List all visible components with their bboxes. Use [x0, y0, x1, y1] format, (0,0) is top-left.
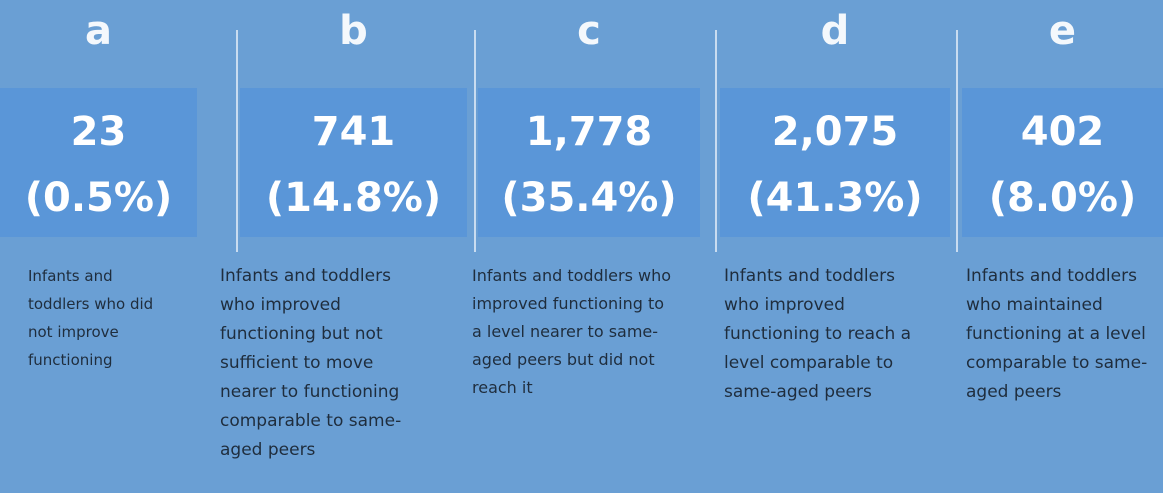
description: Infants and toddlers who improved functi…: [220, 266, 402, 460]
stat-box: 23 (0.5%): [0, 88, 197, 237]
stat-box: 1,778 (35.4%): [478, 88, 700, 237]
count: 741: [311, 109, 396, 155]
separator: [474, 30, 476, 252]
description: Infants and toddlers who improved functi…: [724, 266, 912, 402]
separator: [956, 30, 958, 252]
count: 402: [1020, 109, 1105, 155]
percent: (41.3%): [747, 175, 923, 221]
count: 1,778: [525, 109, 653, 155]
description: Infants and toddlers who did not improve…: [28, 267, 154, 369]
separator: [236, 30, 238, 252]
description: Infants and toddlers who improved functi…: [472, 266, 671, 397]
panel-letter: c: [577, 8, 601, 54]
percent: (8.0%): [988, 175, 1137, 221]
percent: (35.4%): [501, 175, 677, 221]
panel-letter: e: [1048, 8, 1077, 54]
panel-letter: a: [85, 8, 112, 54]
description: Infants and toddlers who maintained func…: [966, 266, 1148, 402]
count: 23: [70, 109, 127, 155]
stat-box: 2,075 (41.3%): [720, 88, 950, 237]
separator: [715, 30, 717, 252]
stat-box: 741 (14.8%): [240, 88, 467, 237]
count: 2,075: [771, 109, 899, 155]
stat-box: 402 (8.0%): [962, 88, 1163, 237]
percent: (14.8%): [265, 175, 442, 221]
panel-letter: d: [820, 8, 850, 54]
panel-letter: b: [339, 8, 368, 54]
percent: (0.5%): [24, 175, 173, 221]
